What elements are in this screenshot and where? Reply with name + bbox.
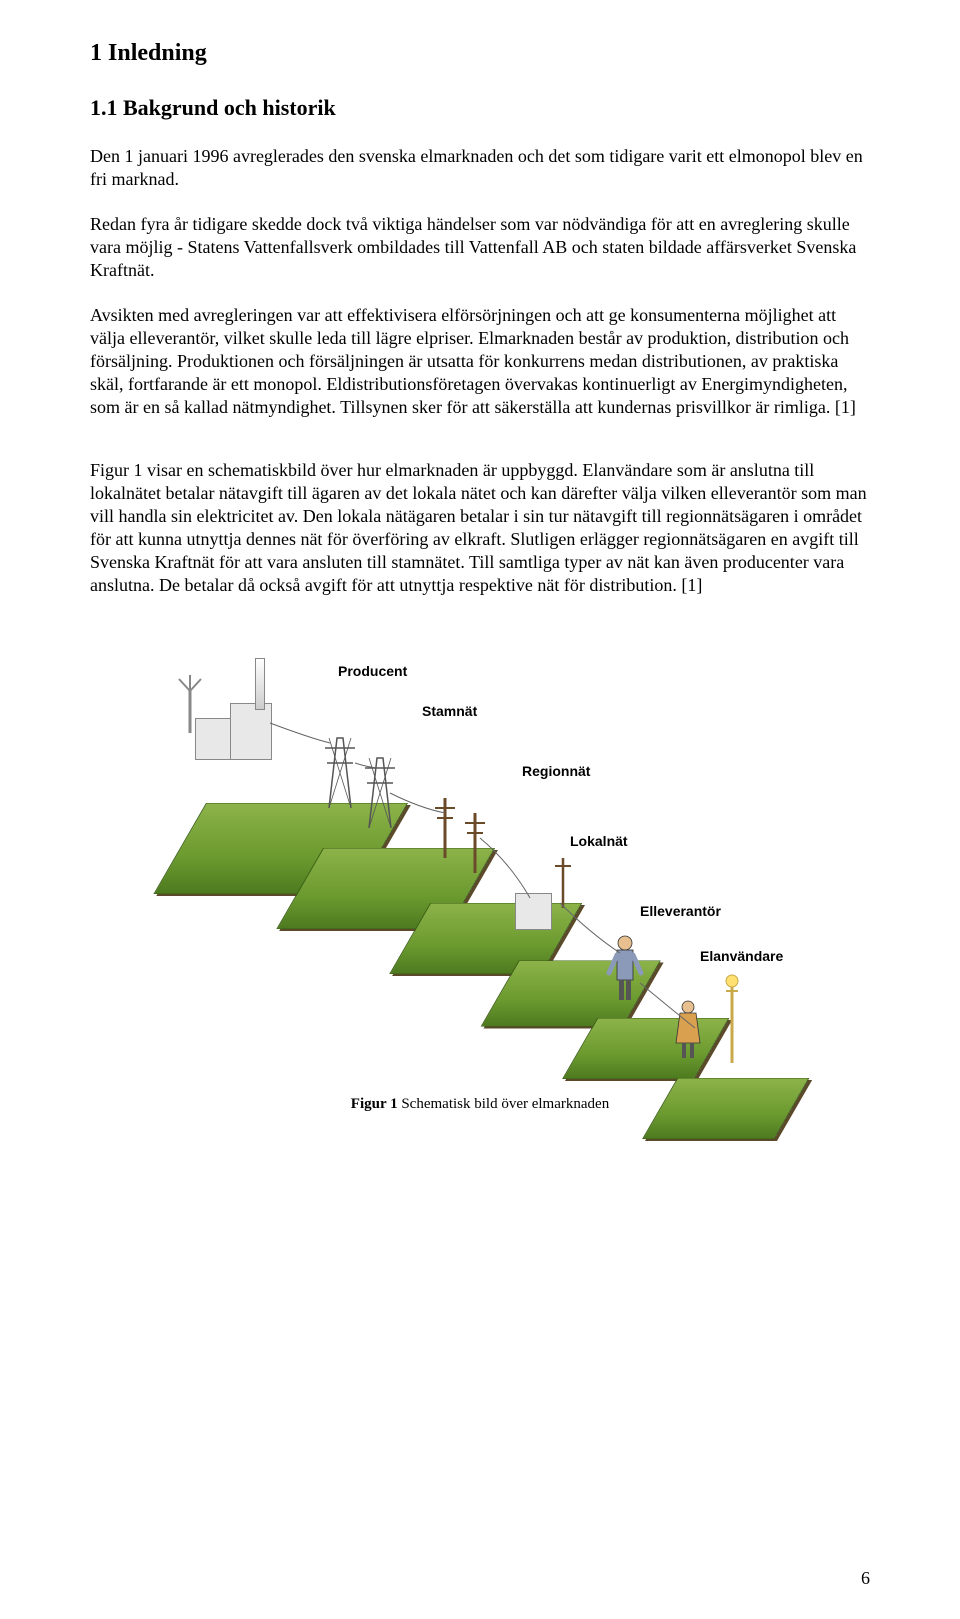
elmarknad-diagram: Producent Stamnät Regionnät Lokalnät Ell… — [160, 648, 800, 1078]
label-stamnat: Stamnät — [422, 703, 477, 719]
power-pole-icon — [465, 813, 487, 873]
consumer-person-icon — [670, 998, 706, 1065]
transmission-tower-icon — [325, 728, 347, 788]
label-elleverantor: Elleverantör — [640, 903, 721, 919]
label-elanvandare: Elanvändare — [700, 948, 783, 964]
label-lokalnat: Lokalnät — [570, 833, 628, 849]
transmission-tower-icon — [365, 748, 387, 808]
transformer-box-icon — [515, 893, 552, 930]
paragraph-background: Redan fyra år tidigare skedde dock två v… — [90, 213, 870, 282]
street-lamp-icon — [720, 973, 744, 1068]
section-heading: 1 Inledning — [90, 40, 870, 67]
power-pole-icon — [435, 798, 457, 858]
windmill-icon — [175, 673, 205, 738]
subsection-heading: 1.1 Bakgrund och historik — [90, 95, 870, 121]
paragraph-intro: Den 1 januari 1996 avreglerades den sven… — [90, 145, 870, 191]
document-page: 1 Inledning 1.1 Bakgrund och historik De… — [0, 0, 960, 1619]
supplier-person-icon — [605, 933, 645, 1008]
label-producent: Producent — [338, 663, 407, 679]
figure-1: Producent Stamnät Regionnät Lokalnät Ell… — [160, 648, 800, 1113]
figure-caption-text: Schematisk bild över elmarknaden — [398, 1096, 610, 1112]
paragraph-purpose: Avsikten med avregleringen var att effek… — [90, 304, 870, 419]
label-regionnat: Regionnät — [522, 763, 590, 779]
tile-elanvandare — [643, 1078, 808, 1138]
paragraph-figure-ref: Figur 1 visar en schematiskbild över hur… — [90, 459, 870, 597]
chimney-icon — [255, 658, 265, 710]
figure-number: Figur 1 — [351, 1096, 398, 1112]
power-pole-icon — [555, 858, 577, 918]
power-plant-building-2 — [230, 703, 272, 760]
page-number: 6 — [861, 1568, 870, 1589]
